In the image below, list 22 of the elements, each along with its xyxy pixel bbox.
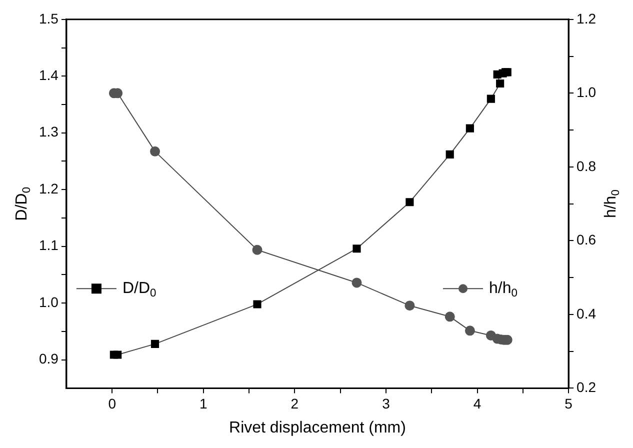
x-tick-label: 5 xyxy=(564,395,573,412)
y-tick-label: 1.2 xyxy=(38,180,59,196)
y2-tick-label: 0.8 xyxy=(576,158,596,174)
y2-tick-label: 0.4 xyxy=(576,305,596,322)
y-axis-title: D/D0 xyxy=(13,186,33,221)
y-tick-label: 1.3 xyxy=(38,124,59,140)
y2-axis-title: h/h0 xyxy=(602,190,622,218)
x-tick-label: 4 xyxy=(473,395,482,412)
x-tick-label: 2 xyxy=(290,395,299,412)
x-tick-label: 3 xyxy=(382,395,390,412)
y-tick-label: 1.1 xyxy=(38,237,59,254)
y-tick-label: 1.5 xyxy=(38,10,59,26)
y-tick-label: 0.9 xyxy=(38,350,59,367)
x-axis-title: Rivet displacement (mm) xyxy=(229,419,406,436)
y2-tick-label: 1.0 xyxy=(576,84,596,100)
y2-tick-label: 1.2 xyxy=(576,10,596,26)
y-tick-label: 1.4 xyxy=(38,67,59,83)
x-tick-label: 1 xyxy=(199,395,208,412)
y-tick-label: 1.0 xyxy=(38,294,59,310)
x-tick-label: 0 xyxy=(108,395,116,412)
y2-tick-label: 0.6 xyxy=(576,232,596,248)
y2-tick-label: 0.2 xyxy=(576,379,596,396)
